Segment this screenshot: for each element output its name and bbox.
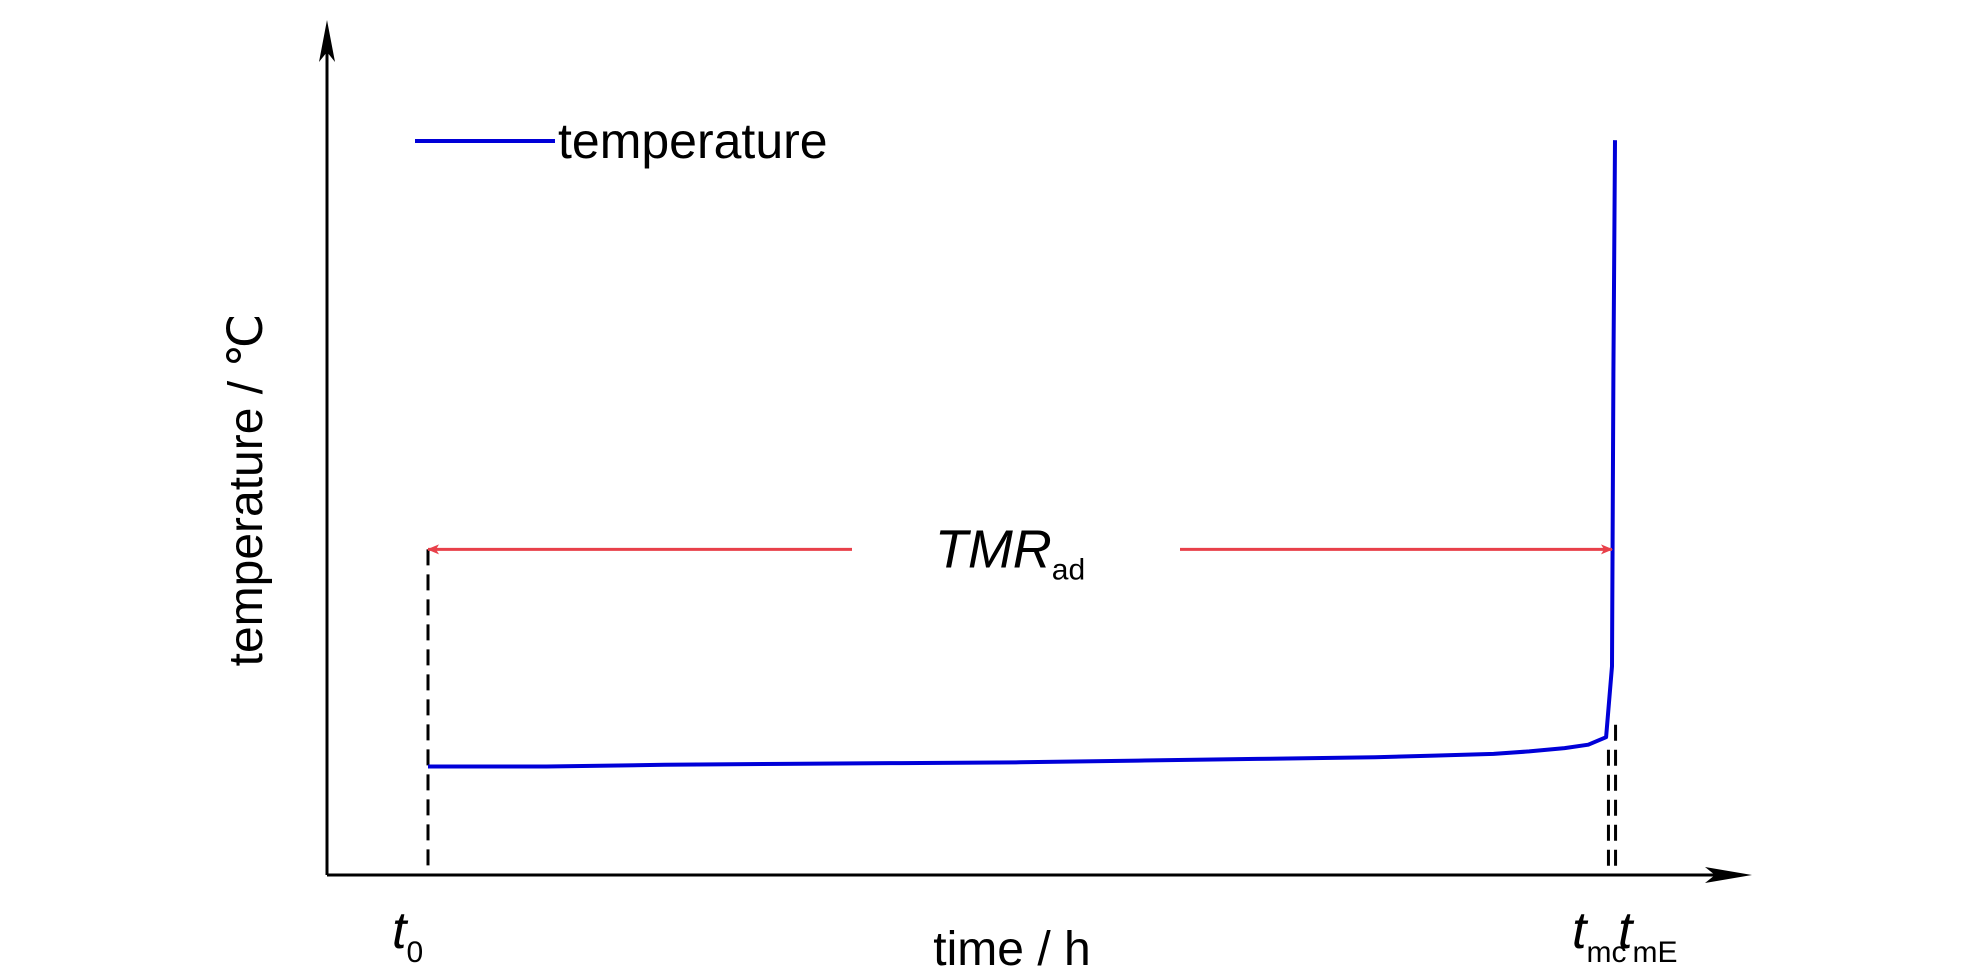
y-axis [319,20,335,875]
marker-tmc-main: t [1572,902,1589,960]
x-axis-arrowhead [1705,867,1752,883]
legend-entry: temperature [558,113,828,169]
y-axis-arrowhead [319,20,335,62]
tmr-label-sub: ad [1052,553,1085,586]
marker-tmc: tmc [1572,902,1626,969]
marker-t0-sub: 0 [406,936,423,969]
tmr-label-main: TMR [935,519,1052,579]
x-axis-label: time / h [933,923,1090,969]
marker-tme-main: t [1618,902,1635,960]
marker-t0: t0 [392,902,423,969]
marker-tmc-sub: mc [1586,936,1626,969]
legend: temperature [415,113,828,169]
marker-t0-main: t [392,902,409,960]
tmr-arrow: TMRad [427,519,1613,586]
temperature-series-line [428,140,1617,769]
marker-lines [426,549,1618,875]
marker-tme: tmE [1618,902,1677,969]
x-axis [327,867,1752,883]
time-marker-labels: t0 tmc tmE [392,902,1677,969]
y-axis-label: temperature / ℃ [220,314,273,667]
marker-tme-sub: mE [1632,936,1677,969]
tmr-label: TMRad [935,519,1085,586]
